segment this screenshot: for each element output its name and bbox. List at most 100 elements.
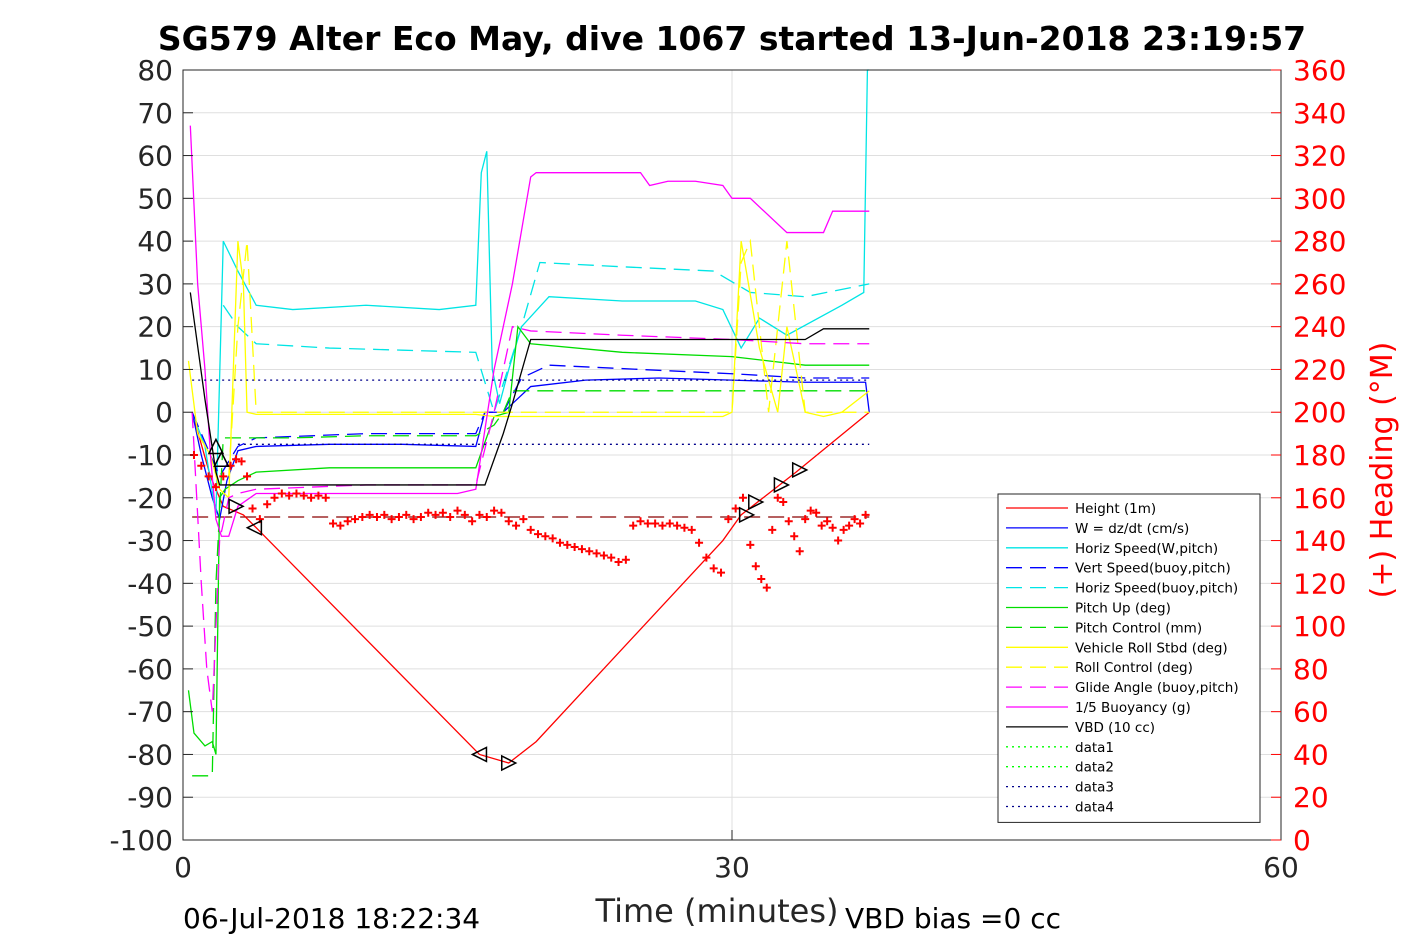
heading-point	[746, 540, 755, 549]
triangle-marker	[738, 506, 756, 524]
triangle-marker	[245, 519, 263, 536]
y-right-tick-label: 0	[1293, 824, 1311, 857]
heading-point	[762, 583, 771, 592]
y-tick-label: -90	[127, 781, 173, 814]
y-right-tick-label: 220	[1293, 353, 1346, 386]
heading-point	[856, 519, 865, 528]
y-tick-label: 80	[137, 54, 173, 87]
legend-entry: Horiz Speed(buoy,pitch)	[1075, 581, 1238, 597]
heading-point	[773, 493, 782, 502]
y-right-tick-label: 160	[1293, 482, 1346, 515]
y-right-tick-label: 60	[1293, 696, 1329, 729]
heading-point	[329, 519, 338, 528]
heading-point	[343, 517, 352, 526]
heading-point	[658, 521, 667, 530]
heading-point	[482, 513, 491, 522]
triangle-marker	[500, 754, 518, 772]
heading-point	[643, 519, 652, 528]
footer-vbd-bias: VBD bias =0 cc	[845, 902, 1061, 935]
y-tick-label: 40	[137, 225, 173, 258]
heading-point	[834, 536, 843, 545]
y-right-tick-label: 20	[1293, 781, 1329, 814]
heading-point	[211, 483, 220, 492]
heading-point	[365, 510, 374, 519]
heading-point	[526, 525, 535, 534]
heading-point	[292, 489, 301, 498]
heading-point	[839, 525, 848, 534]
y-right-tick-label: 100	[1293, 610, 1346, 643]
heading-point	[475, 510, 484, 519]
legend-entry: data4	[1075, 800, 1114, 816]
y-tick-label: -80	[127, 738, 173, 771]
series-line-4	[222, 261, 870, 415]
y-tick-label: 10	[137, 353, 173, 386]
heading-point	[724, 515, 733, 524]
legend-entry: Glide Angle (buoy,pitch)	[1075, 680, 1239, 696]
series-line-8	[228, 238, 870, 477]
heading-point	[541, 532, 550, 541]
y-tick-label: -60	[127, 653, 173, 686]
triangle-marker	[207, 437, 225, 455]
heading-point	[446, 513, 455, 522]
heading-points-layer	[189, 451, 870, 592]
y-right-tick-label: 320	[1293, 140, 1346, 173]
triangle-marker	[470, 746, 488, 763]
heading-point	[372, 513, 381, 522]
y-right-tick-label: 360	[1293, 54, 1346, 87]
heading-point	[709, 564, 718, 573]
y-tick-label: -20	[127, 482, 173, 515]
triangle-markers-layer	[207, 437, 809, 772]
y-right-tick-label: 340	[1293, 97, 1346, 130]
heading-point	[336, 521, 345, 530]
heading-point	[431, 510, 440, 519]
y-tick-label: 50	[137, 182, 173, 215]
heading-point	[468, 517, 477, 526]
legend-entry: Vehicle Roll Stbd (deg)	[1075, 640, 1228, 656]
legend-entry: 1/5 Buoyancy (g)	[1075, 700, 1191, 716]
heading-point	[490, 506, 499, 515]
heading-point	[806, 506, 815, 515]
x-tick-label: 30	[714, 851, 750, 884]
heading-point	[351, 515, 360, 524]
heading-point	[731, 504, 740, 513]
heading-point	[757, 575, 766, 584]
heading-point	[665, 519, 674, 528]
heading-point	[270, 493, 279, 502]
heading-point	[850, 515, 859, 524]
heading-point	[621, 555, 630, 564]
heading-point	[307, 493, 316, 502]
heading-point	[248, 504, 257, 513]
legend-entry: W = dz/dt (cm/s)	[1075, 521, 1189, 537]
heading-point	[402, 510, 411, 519]
heading-point	[790, 532, 799, 541]
y-right-tick-label: 140	[1293, 525, 1346, 558]
heading-point	[424, 508, 433, 517]
legend-entry: Roll Control (deg)	[1075, 660, 1193, 676]
heading-point	[460, 510, 469, 519]
heading-point	[512, 521, 521, 530]
series-line-10	[189, 125, 870, 537]
triangle-marker	[748, 493, 765, 511]
heading-point	[285, 491, 294, 500]
heading-point	[519, 515, 528, 524]
heading-point	[314, 491, 323, 500]
heading-point	[695, 538, 704, 547]
heading-point	[751, 562, 760, 571]
heading-point	[801, 515, 810, 524]
heading-point	[680, 523, 689, 532]
heading-point	[828, 523, 837, 532]
heading-point	[277, 489, 286, 498]
heading-point	[817, 521, 826, 530]
heading-point	[614, 557, 623, 566]
heading-point	[534, 530, 543, 539]
heading-point	[237, 457, 246, 466]
y-tick-label: 0	[155, 396, 173, 429]
triangle-marker	[228, 498, 245, 515]
legend-entry: Pitch Up (deg)	[1075, 601, 1171, 617]
heading-point	[219, 472, 228, 481]
heading-point	[438, 508, 447, 517]
heading-point	[204, 472, 213, 481]
heading-point	[687, 525, 696, 534]
heading-point	[717, 568, 726, 577]
